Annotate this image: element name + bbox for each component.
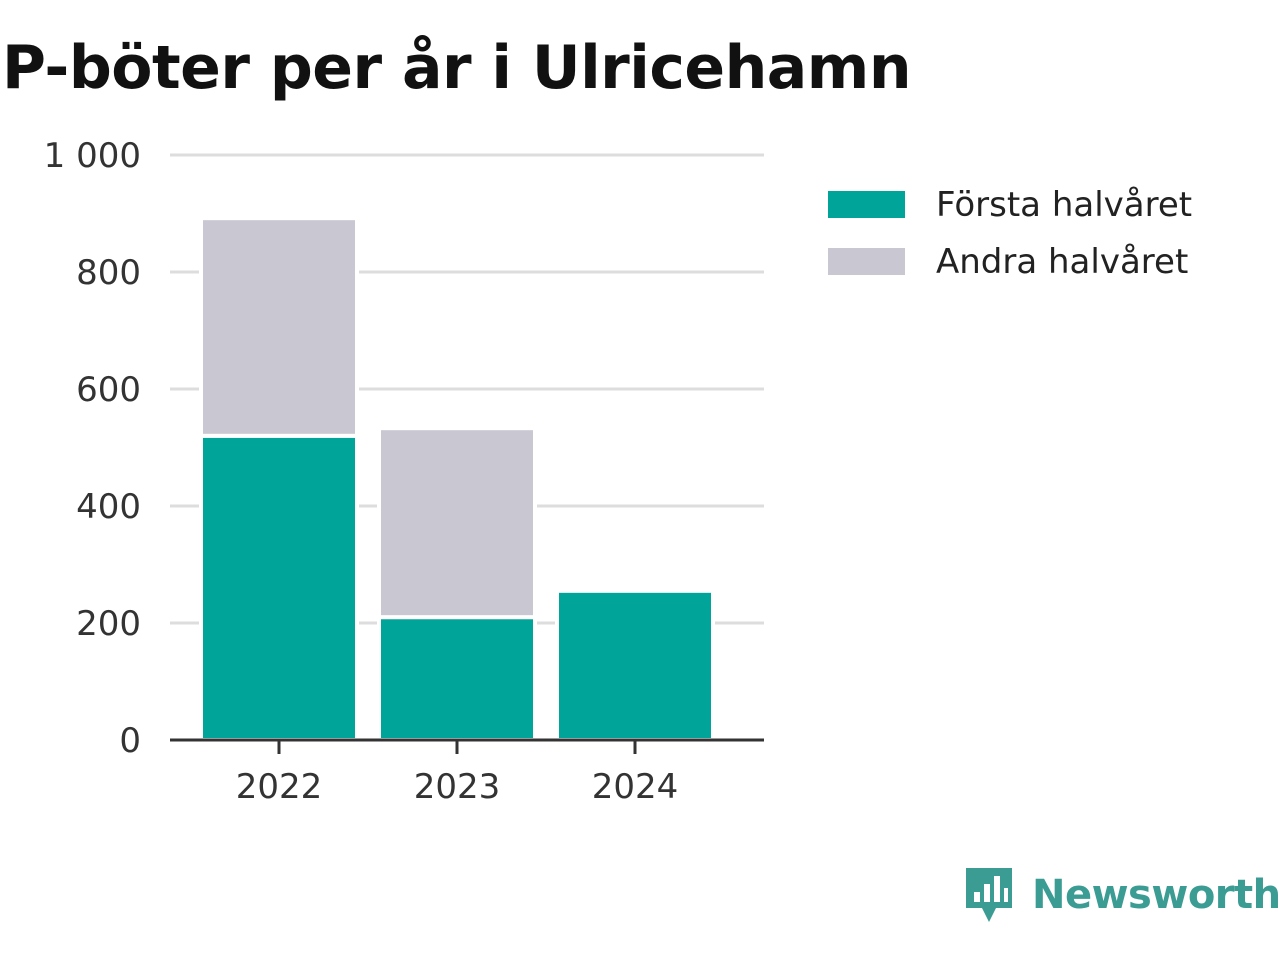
y-tick-label: 0 [119, 721, 141, 761]
brand-name: Newsworthy [1032, 872, 1280, 918]
x-tick-label: 2022 [236, 767, 323, 807]
legend-label-first-half: Första halvåret [936, 184, 1193, 225]
x-tick-label: 2024 [592, 767, 679, 807]
y-tick-label: 800 [76, 253, 141, 293]
y-tick-label: 1 000 [44, 136, 141, 176]
axes: 0 200 400 600 800 1 000 2022 2023 2024 [44, 136, 764, 807]
y-tick-label: 400 [76, 487, 141, 527]
y-tick-label: 600 [76, 370, 141, 410]
bar-2022-series-1 [199, 433, 359, 742]
bar-2023-series-2 [377, 426, 537, 620]
newsworthy-logo-icon [966, 868, 1012, 922]
bar-2023-series-1 [377, 615, 537, 743]
legend-item-second-half: Andra halvåret [828, 233, 1192, 290]
legend-label-second-half: Andra halvåret [936, 241, 1189, 282]
bars [199, 216, 715, 743]
x-tick-label: 2023 [414, 767, 501, 807]
legend-item-first-half: Första halvåret [828, 176, 1192, 233]
brand-logo: Newsworthy [964, 864, 1280, 926]
y-tick-label: 200 [76, 604, 141, 644]
bar-2022-series-2 [199, 216, 359, 438]
legend: Första halvåret Andra halvåret [828, 176, 1192, 290]
legend-swatch-first-half [828, 191, 905, 218]
legend-swatch-second-half [828, 248, 905, 275]
chart-title: P-böter per år i Ulricehamn [2, 33, 912, 103]
bar-2024-series-1 [555, 588, 715, 743]
